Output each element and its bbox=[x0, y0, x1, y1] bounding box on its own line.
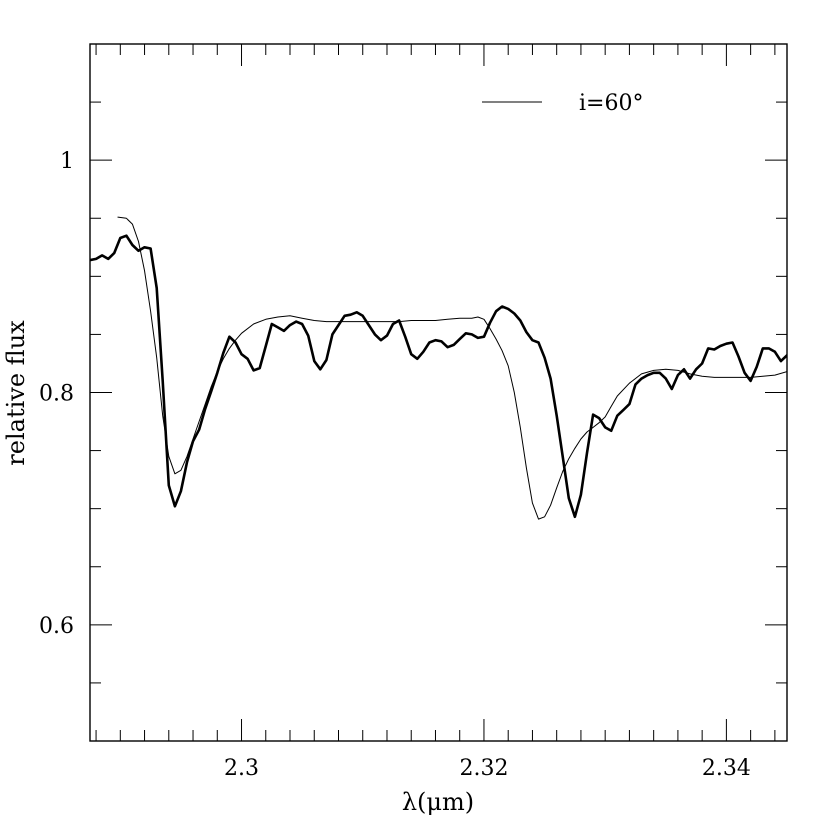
x-tick-label: 2.32 bbox=[459, 756, 508, 781]
legend: i=60° bbox=[482, 91, 643, 116]
tick-label-layer: 2.3 2.32 2.34 0.6 0.8 1 bbox=[39, 149, 751, 781]
y-tick-label: 0.6 bbox=[39, 614, 74, 639]
series-layer bbox=[90, 216, 787, 520]
tick-layer bbox=[90, 43, 787, 742]
model-spectrum-line bbox=[117, 216, 787, 520]
x-tick-label: 2.3 bbox=[224, 756, 259, 781]
y-axis-label: relative flux bbox=[2, 320, 30, 466]
plot-frame bbox=[89, 43, 788, 742]
observed-spectrum-line bbox=[90, 234, 787, 519]
y-tick-label: 0.8 bbox=[39, 382, 74, 407]
x-tick-label: 2.34 bbox=[702, 756, 751, 781]
legend-label: i=60° bbox=[579, 91, 643, 116]
x-axis-label: λ(μm) bbox=[402, 788, 474, 816]
y-tick-label: 1 bbox=[60, 149, 74, 174]
